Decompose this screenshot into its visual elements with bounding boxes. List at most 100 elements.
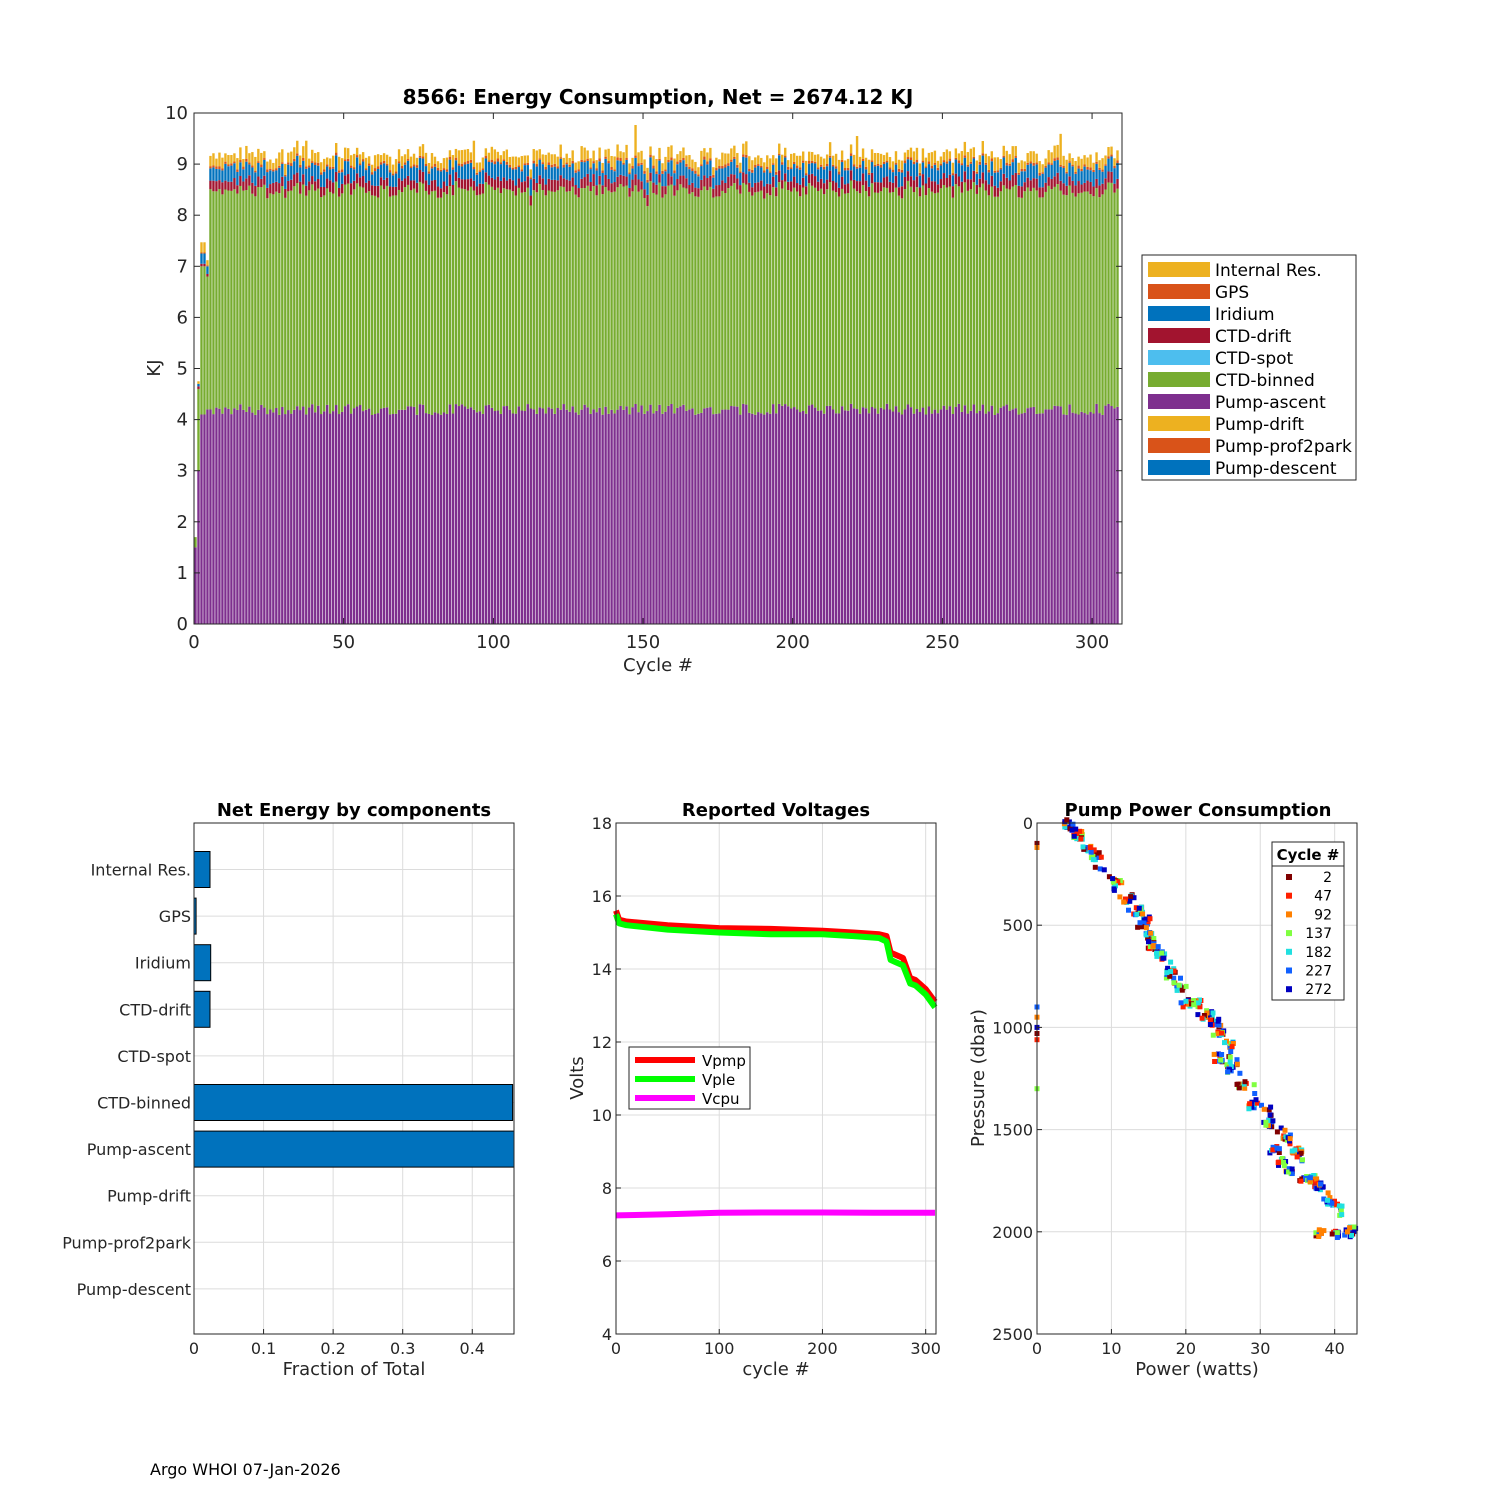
energy-bar-segment [535,164,538,167]
pump-point [1237,1070,1243,1076]
energy-bar-segment [296,153,299,156]
energy-bar-segment [1110,146,1113,155]
energy-bar-segment [631,191,634,408]
energy-bar-segment [894,164,898,176]
energy-bar-segment [978,155,981,162]
energy-bar-segment [550,154,553,165]
energy-bar-segment [472,190,476,410]
energy-bar-segment [287,164,290,181]
energy-bar-segment [673,413,676,624]
energy-bar-segment [867,174,871,187]
pump-point [1319,1230,1324,1236]
energy-bar-segment [694,161,697,171]
energy-bar-segment [891,411,895,624]
energy-bar-segment [676,154,679,162]
energy-bar-segment [209,189,212,410]
energy-bar-segment [804,413,808,624]
energy-bar-segment [457,150,461,164]
energy-bar-segment [556,168,559,181]
pump-ytick-label: 500 [1002,916,1033,935]
energy-bar-segment [801,162,805,178]
pump-point [1289,1148,1295,1154]
energy-bar-segment [604,174,607,188]
energy-bar-segment [397,149,401,162]
energy-bar-segment [703,186,706,409]
energy-bar-segment [1005,177,1008,189]
energy-bar-segment [978,178,981,188]
pump-point [1276,1162,1281,1168]
energy-bar-segment [544,166,547,170]
pump-point [1242,1079,1248,1085]
energy-bar-segment [580,162,583,179]
energy-bar-segment [688,169,691,185]
pump-legend-label: 227 [1305,964,1332,980]
energy-bar-segment [1104,164,1107,166]
energy-bar-segment [688,409,691,624]
energy-bar-segment [337,172,341,188]
energy-bar-segment [993,414,996,624]
energy-bar-segment [571,150,574,161]
energy-bar-segment [337,170,341,173]
energy-bar-segment [427,171,431,174]
energy-bar-segment [852,166,856,180]
pump-point [1113,883,1118,889]
energy-bar-segment [478,170,482,172]
energy-bar-segment [646,411,649,624]
energy-bar-segment [1014,157,1017,173]
energy-bar-segment [954,157,958,160]
energy-bar-segment [993,172,996,186]
voltages-series-line [615,1209,935,1219]
energy-bar-segment [855,181,859,192]
energy-bar-segment [793,161,796,164]
energy-bar-segment [972,170,976,183]
energy-bar-segment [697,174,700,177]
energy-bar-segment [290,179,293,191]
energy-bar-segment [553,179,556,192]
energy-bar-segment [1116,160,1119,164]
pump-point [1078,836,1084,842]
energy-bar-segment [424,180,428,191]
energy-legend-swatch [1148,460,1210,475]
energy-bar-segment [876,165,880,183]
energy-bar-segment [921,160,925,163]
energy-bar-segment [1059,166,1062,181]
energy-bar-segment [924,168,928,184]
energy-bar-segment [676,179,679,191]
energy-bar-segment [790,167,793,170]
energy-legend-swatch [1148,372,1210,387]
energy-legend-swatch [1148,284,1210,299]
energy-bar-segment [382,163,386,180]
energy-bar-segment [831,166,835,182]
energy-bar-segment [825,163,829,167]
energy-bar-segment [825,154,829,164]
energy-bar-segment [457,187,461,407]
pump-point [1165,965,1171,971]
energy-bar-segment [487,160,491,162]
energy-bar-segment [242,181,245,191]
pump-point [1070,821,1076,827]
components-chart: Net Energy by components 0 0.1 0.2 0.3 0.4In… [62,800,515,1380]
energy-bar-segment [984,413,987,624]
energy-bar-segment [852,154,856,165]
energy-bar-segment [439,163,443,170]
energy-bar-segment [556,408,559,624]
energy-bar-segment [634,125,637,156]
energy-bar-segment [505,406,509,624]
energy-bar-segment [203,414,206,624]
energy-bar-segment [541,164,544,179]
energy-bar-segment [236,169,239,172]
energy-bar-segment [1023,182,1026,192]
energy-bar-segment [607,148,610,162]
energy-bar-segment [529,177,532,180]
components-bar [193,990,211,1028]
energy-bar-segment [981,141,984,154]
energy-bar-segment [846,167,850,171]
energy-bar-segment [1083,182,1086,192]
energy-bar-segment [894,187,898,407]
energy-bar-segment [730,185,733,407]
energy-bar-segment [945,163,949,178]
energy-bar-segment [840,150,844,160]
pump-point [1276,1146,1282,1152]
pump-point [1298,1178,1304,1184]
energy-bar-segment [933,162,937,165]
